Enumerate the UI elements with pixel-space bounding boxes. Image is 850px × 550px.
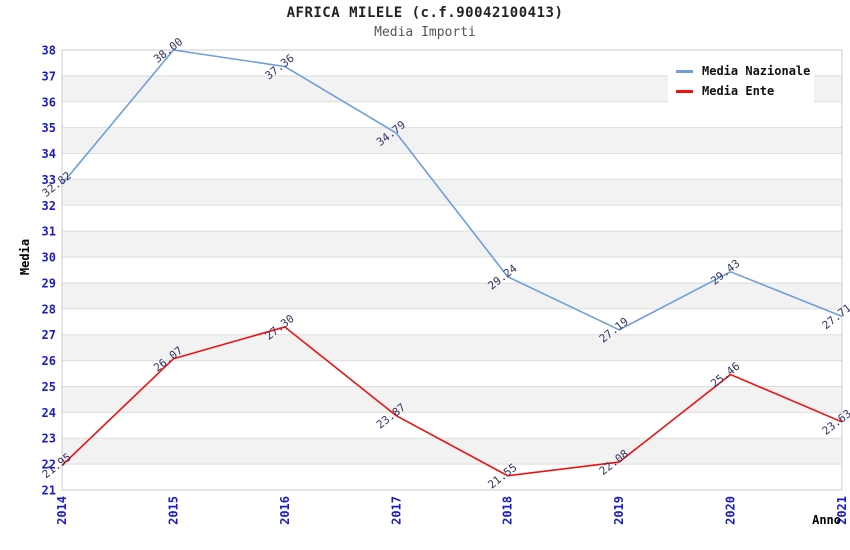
y-tick-label: 22 [42, 458, 56, 472]
y-tick-label: 23 [42, 432, 56, 446]
y-tick-label: 29 [42, 276, 56, 290]
y-tick-label: 30 [42, 251, 56, 265]
plot-band [62, 360, 842, 387]
x-tick-label: 2021 [835, 496, 849, 525]
y-tick-label: 27 [42, 328, 56, 342]
legend-item-media-ente: Media Ente [676, 84, 808, 98]
plot-band [62, 412, 842, 439]
plot-band [62, 205, 842, 232]
legend: Media Nazionale Media Ente [668, 57, 814, 105]
plot-band [62, 127, 842, 154]
plot-band [62, 308, 842, 335]
plot-band [62, 101, 842, 128]
y-tick-label: 25 [42, 380, 56, 394]
y-tick-label: 26 [42, 354, 56, 368]
plot-band [62, 231, 842, 258]
y-tick-label: 28 [42, 302, 56, 316]
x-tick-label: 2015 [166, 496, 180, 525]
series-line-media-ente [61, 326, 843, 477]
chart-subtitle: Media Importi [374, 25, 476, 40]
x-axis-title: Anno [812, 513, 841, 527]
x-tick-label: 2020 [724, 496, 738, 525]
y-tick-label: 24 [42, 406, 56, 420]
plot-band [62, 179, 842, 206]
y-tick-label: 32 [42, 199, 56, 213]
plot-band [62, 282, 842, 309]
plot-band [62, 464, 842, 490]
y-axis-title: Media [18, 239, 32, 275]
series-line-media-nazionale [61, 49, 843, 331]
y-tick-label: 37 [42, 69, 56, 83]
x-tick-label: 2016 [278, 496, 292, 525]
chart-title: AFRICA MILELE (c.f.90042100413) [286, 5, 564, 21]
plot-border [61, 49, 843, 491]
plot-band [62, 257, 842, 283]
y-tick-label: 35 [42, 121, 56, 135]
x-tick-label: 2018 [501, 496, 515, 525]
y-tick-label: 21 [42, 484, 56, 498]
x-tick-label: 2019 [612, 496, 626, 525]
plot-band [62, 153, 842, 180]
x-tick-label: 2014 [55, 496, 69, 525]
plot-band [62, 386, 842, 413]
plot-band [62, 438, 842, 465]
legend-item-media-nazionale: Media Nazionale [676, 64, 811, 78]
y-tick-label: 31 [42, 225, 56, 239]
legend-line-swatch-ente [676, 89, 693, 93]
legend-line-swatch-nazionale [676, 69, 693, 73]
y-tick-label: 34 [42, 147, 56, 161]
plot-band [62, 334, 842, 361]
legend-label-nazionale: Media Nazionale [702, 64, 811, 78]
y-tick-label: 36 [42, 95, 56, 109]
y-tick-label: 33 [42, 173, 56, 187]
x-tick-label: 2017 [389, 496, 403, 525]
y-tick-label: 38 [42, 44, 56, 58]
legend-label-ente: Media Ente [702, 84, 775, 98]
